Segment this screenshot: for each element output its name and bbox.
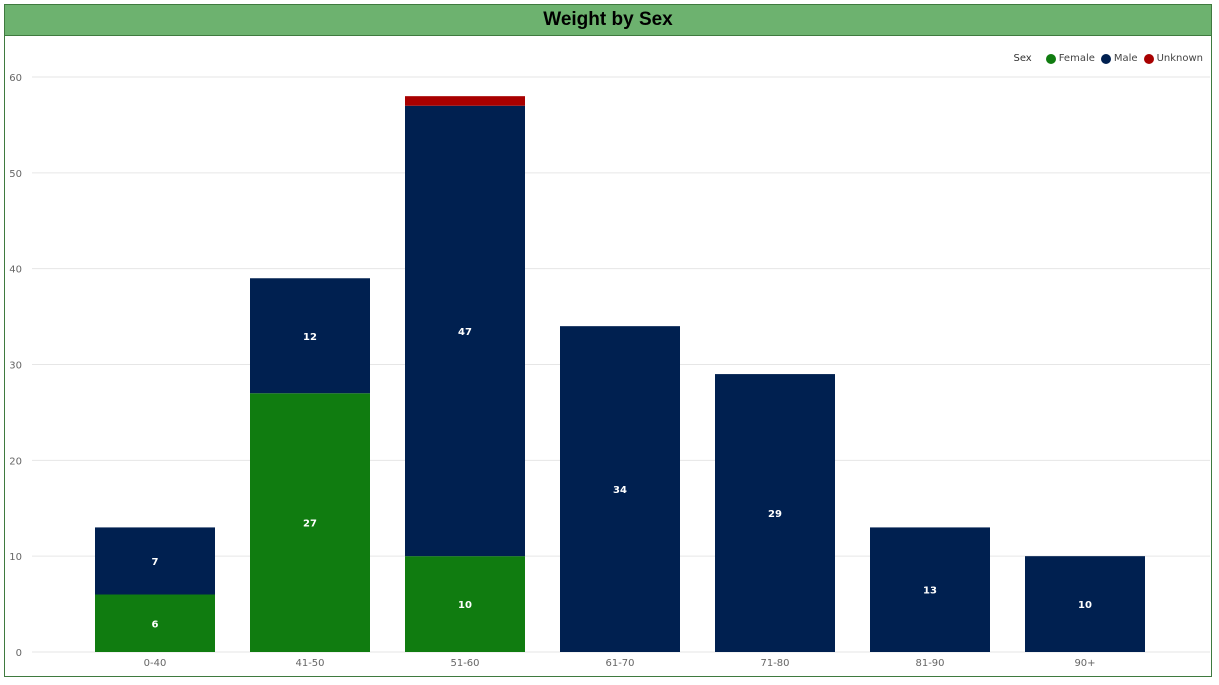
bars [95, 96, 1145, 652]
legend-dot-unknown [1143, 53, 1154, 64]
axes: 0 10 20 30 40 50 60 0-40 41-50 51-60 61-70 71-80 81-… [9, 73, 1095, 669]
y-tick-label: 30 [9, 361, 22, 372]
data-label: 47 [458, 327, 472, 338]
bar-male-41-50[interactable] [250, 278, 370, 394]
data-label: 10 [1078, 600, 1092, 611]
bar-male-61-70[interactable] [560, 326, 680, 652]
y-tick-label: 60 [9, 73, 22, 84]
legend-title: Sex [1013, 53, 1032, 64]
legend-item-female[interactable]: Female [1045, 53, 1095, 64]
x-tick-label: 81-90 [915, 658, 944, 669]
legend-label-male: Male [1113, 53, 1138, 64]
bar-male-0-40[interactable] [95, 527, 215, 595]
y-tick-label: 40 [9, 265, 22, 276]
data-label: 27 [303, 519, 317, 530]
legend-dot-male [1100, 53, 1111, 64]
bar-male-81-90[interactable] [870, 527, 990, 652]
x-tick-label: 90+ [1074, 658, 1095, 669]
y-tick-label: 50 [9, 169, 22, 180]
y-tick-label: 10 [9, 552, 22, 563]
legend-item-male[interactable]: Male [1100, 53, 1138, 64]
x-tick-label: 0-40 [144, 658, 167, 669]
y-tick-label: 0 [16, 648, 22, 659]
bar-male-90+[interactable] [1025, 556, 1145, 652]
legend-item-unknown[interactable]: Unknown [1143, 53, 1203, 64]
data-labels: 6 7 27 12 10 47 34 29 13 10 [152, 327, 1092, 630]
data-label: 12 [303, 332, 317, 343]
data-label: 29 [768, 509, 782, 520]
legend-dot-female [1045, 53, 1056, 64]
bar-male-71-80[interactable] [715, 374, 835, 652]
data-label: 6 [152, 619, 159, 630]
data-label: 34 [613, 485, 627, 496]
bar-unknown-51-60[interactable] [405, 96, 525, 106]
bar-female-41-50[interactable] [250, 393, 370, 652]
bar-male-51-60[interactable] [405, 105, 525, 557]
title-bar: Weight by Sex [5, 5, 1211, 36]
legend: Sex Female Male Unknown [1013, 53, 1203, 64]
data-label: 10 [458, 600, 472, 611]
bar-female-51-60[interactable] [405, 556, 525, 652]
bar-female-0-40[interactable] [95, 594, 215, 653]
y-tick-label: 20 [9, 456, 22, 467]
x-tick-label: 71-80 [760, 658, 789, 669]
legend-label-female: Female [1058, 53, 1095, 64]
x-tick-label: 41-50 [295, 658, 324, 669]
legend-label-unknown: Unknown [1156, 53, 1203, 64]
data-label: 13 [923, 586, 937, 597]
chart-title: Weight by Sex [543, 9, 673, 30]
x-tick-label: 61-70 [605, 658, 634, 669]
x-tick-label: 51-60 [450, 658, 479, 669]
data-label: 7 [152, 557, 159, 568]
